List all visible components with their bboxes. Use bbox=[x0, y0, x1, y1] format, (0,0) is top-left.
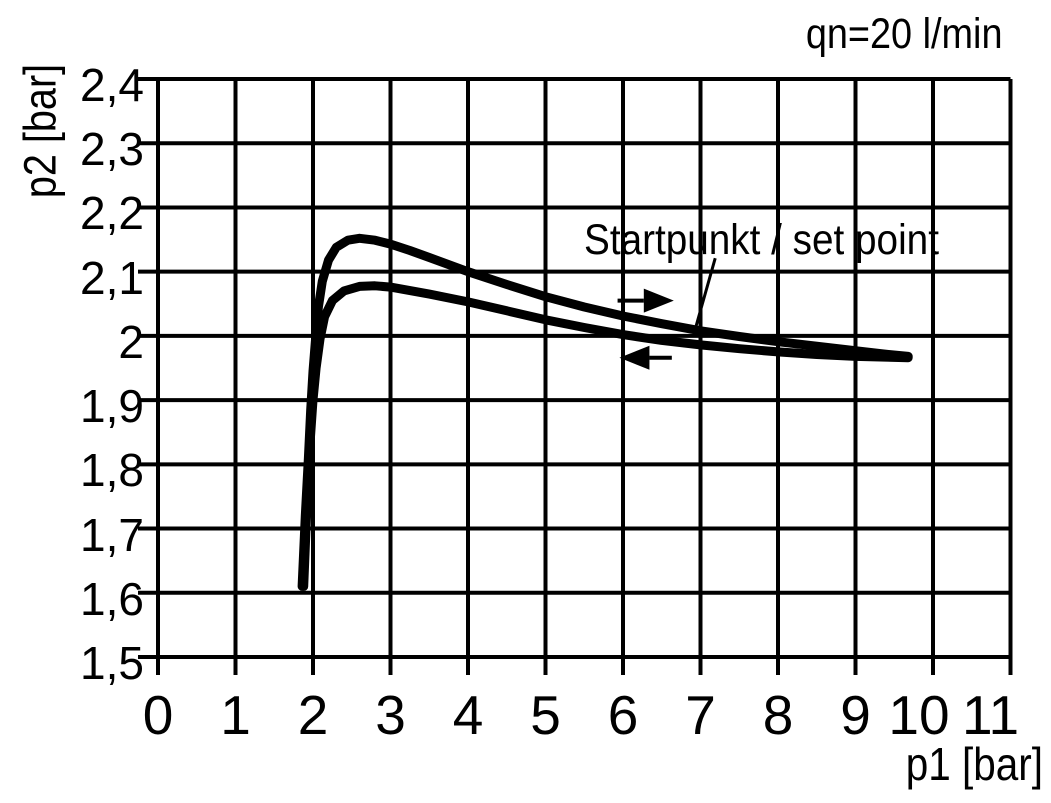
x-tick-label: 9 bbox=[840, 684, 871, 746]
x-tick-label: 0 bbox=[142, 684, 174, 746]
x-tick-label: 11 bbox=[961, 684, 1020, 746]
x-tick-label: 2 bbox=[297, 684, 329, 746]
x-tick-label: 7 bbox=[685, 684, 716, 746]
y-tick-label: 2 bbox=[118, 315, 144, 368]
x-axis-title: p1 [bar] bbox=[905, 738, 1043, 790]
set-point-annotation: Startpunkt / set point bbox=[584, 216, 939, 264]
x-tick-label: 6 bbox=[607, 684, 639, 746]
x-tick-label: 4 bbox=[452, 684, 484, 746]
y-tick-label: 2,1 bbox=[80, 251, 144, 304]
y-tick-label: 1,6 bbox=[80, 572, 144, 625]
y-tick-label: 2,3 bbox=[80, 123, 144, 176]
x-tick-label: 3 bbox=[375, 684, 406, 746]
right-arrow-head bbox=[643, 288, 674, 313]
x-tick-label: 5 bbox=[530, 684, 561, 746]
lower_curve bbox=[299, 281, 913, 591]
left-arrow-head bbox=[619, 345, 650, 370]
x-tick-label: 1 bbox=[220, 684, 251, 746]
y-tick-label: 1,9 bbox=[80, 380, 144, 433]
y-tick-label: 1,5 bbox=[80, 637, 144, 689]
y-tick-label: 1,7 bbox=[80, 508, 144, 561]
flow-rate-annotation: qn=20 l/min bbox=[806, 10, 1003, 58]
x-tick-label: 10 bbox=[888, 684, 950, 746]
y-tick-label: 2,4 bbox=[80, 59, 144, 111]
x-tick-label: 8 bbox=[762, 684, 794, 746]
y-tick-label: 2,2 bbox=[80, 187, 144, 240]
y-tick-label: 1,8 bbox=[80, 444, 144, 497]
set-point-leader-line bbox=[694, 257, 717, 328]
